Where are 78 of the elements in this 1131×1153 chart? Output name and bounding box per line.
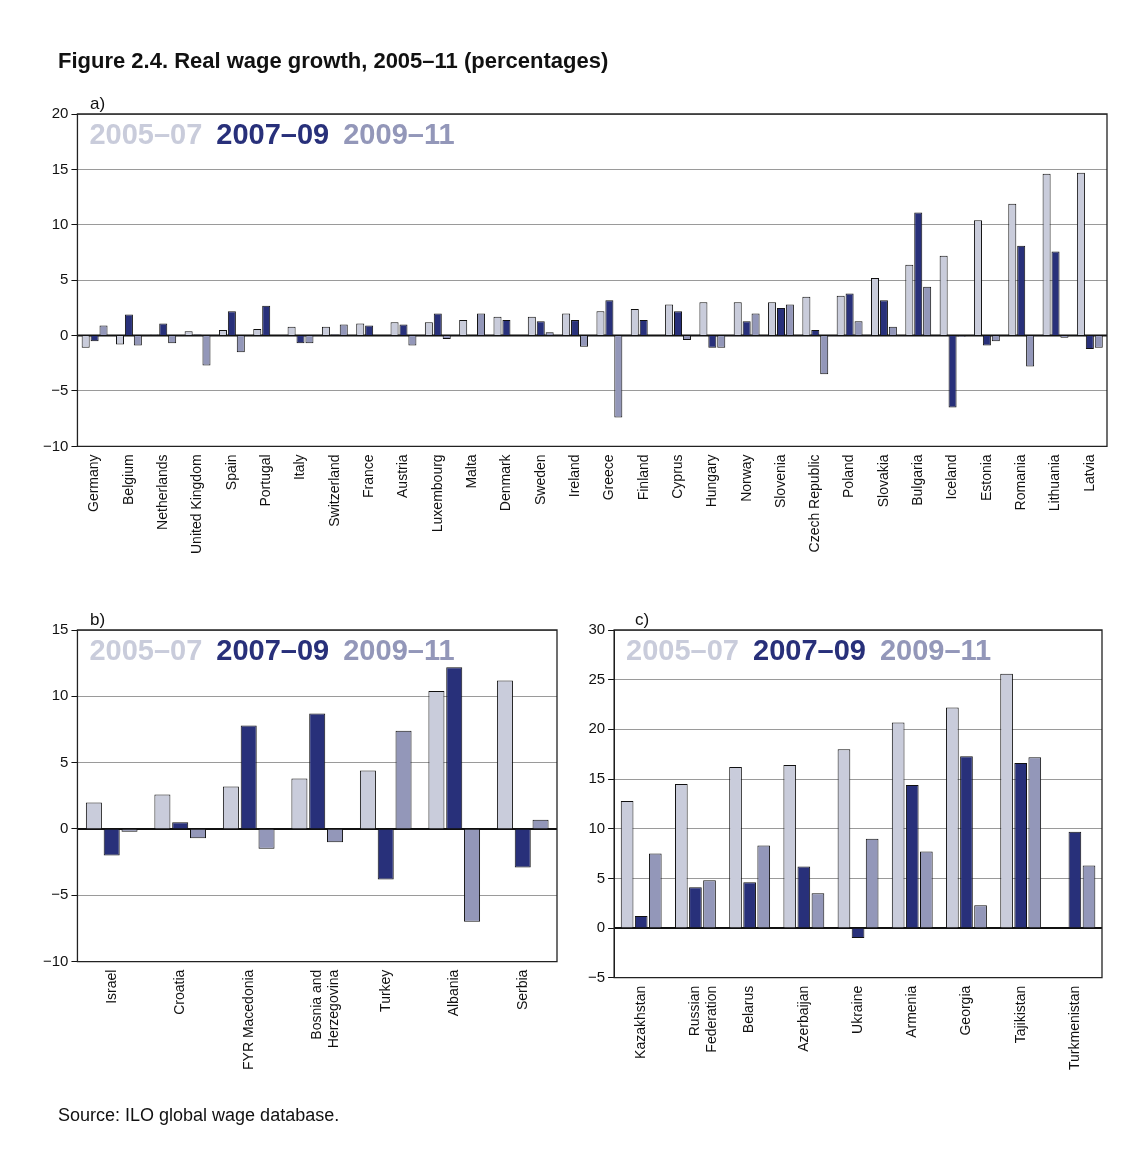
y-tick-label: 0 <box>60 819 69 837</box>
x-tick-label: Georgia <box>957 985 974 1036</box>
x-tick-label: Israel <box>102 969 119 1004</box>
y-tick-label: 5 <box>596 868 606 886</box>
text: 2007–09 <box>216 118 330 150</box>
x-tick-label: Portugal <box>257 454 274 507</box>
x-tick-label: Armenia <box>903 985 920 1038</box>
x-tick-label: Albania <box>445 969 462 1017</box>
x-tick-label: Estonia <box>977 454 994 502</box>
y-tick-label: 10 <box>588 818 606 836</box>
x-tick-label: Austria <box>394 454 411 498</box>
chart-subtitle: b) <box>90 610 106 630</box>
x-tick-label: Poland <box>840 454 857 498</box>
x-tick-label: Germany <box>85 454 102 512</box>
x-tick-label: Switzerland <box>325 454 342 527</box>
x-tick-label: Tajikistan <box>1011 985 1028 1044</box>
y-tick-label: −10 <box>42 436 69 454</box>
y-tick-label: 5 <box>60 270 69 288</box>
y-tick-label: 25 <box>588 669 606 687</box>
text: 2009–11 <box>343 634 455 666</box>
x-tick-label: Lithuania <box>1046 454 1063 512</box>
x-tick-label: Croatia <box>171 969 188 1015</box>
x-tick-label: Ukraine <box>848 985 865 1034</box>
y-tick-label: 15 <box>51 620 69 638</box>
x-tick-label: Hungary <box>703 454 720 508</box>
y-tick-label: 15 <box>588 769 606 787</box>
x-tick-label: Iceland <box>943 454 960 500</box>
text: 2009–11 <box>343 118 455 150</box>
x-tick-label: Greece <box>600 454 617 501</box>
chart-subtitle: a) <box>90 94 106 114</box>
y-tick-label: 10 <box>51 214 69 232</box>
x-tick-label: Netherlands <box>154 454 171 530</box>
source-note: Source: ILO global wage database. <box>58 1105 340 1126</box>
x-tick-label: Italy <box>291 454 308 481</box>
x-tick-label: France <box>360 454 377 498</box>
x-tick-label: Slovakia <box>874 454 891 508</box>
x-tick-label: Kazakhstan <box>632 985 649 1059</box>
y-tick-label: 20 <box>51 104 69 122</box>
y-tick-label: 30 <box>588 620 606 638</box>
x-tick-label: Denmark <box>497 453 514 512</box>
y-tick-label: 15 <box>51 159 69 177</box>
x-tick-label: Ireland <box>565 454 582 498</box>
x-tick-label: Romania <box>1012 454 1029 511</box>
text: 2007–09 <box>753 634 866 666</box>
y-tick-label: −5 <box>51 381 69 399</box>
x-tick-label: Latvia <box>1080 454 1097 492</box>
y-tick-label: 0 <box>60 325 69 343</box>
x-tick-label: Slovenia <box>771 454 788 509</box>
y-tick-label: −10 <box>42 951 69 969</box>
series-label: 2007–09 <box>216 634 330 666</box>
x-tick-label: Sweden <box>531 454 548 505</box>
y-tick-label: 10 <box>51 686 69 704</box>
x-tick-label: Belarus <box>740 985 757 1034</box>
y-tick-label: 5 <box>60 752 69 770</box>
x-tick-label: Turkmenistan <box>1065 985 1082 1071</box>
x-tick-label: Norway <box>737 454 754 502</box>
x-tick-label: Luxembourg <box>428 454 445 533</box>
x-tick-label: Cyprus <box>668 454 685 499</box>
x-tick-label: United Kingdom <box>188 454 205 555</box>
x-tick-label: Czech Republic <box>806 454 823 553</box>
y-tick-label: 0 <box>596 918 606 936</box>
x-tick-label: Serbia <box>513 969 530 1011</box>
x-tick-label: Malta <box>462 454 479 489</box>
chart-subtitle: c) <box>635 610 650 630</box>
text: 2009–11 <box>879 634 992 666</box>
x-tick-label: Bulgaria <box>909 454 926 506</box>
y-tick-label: −5 <box>51 885 69 903</box>
x-tick-label: Azerbaijan <box>794 985 811 1052</box>
y-tick-label: 20 <box>588 719 606 737</box>
x-tick-label: Belgium <box>119 454 136 505</box>
chart-title: Figure 2.4. Real wage growth, 2005–11 (percentages) <box>58 48 609 74</box>
y-tick-label: −5 <box>587 967 606 985</box>
x-tick-label: Spain <box>222 454 239 491</box>
x-tick-label: FYR Macedonia <box>239 969 256 1071</box>
x-tick-label: Turkey <box>376 969 393 1012</box>
x-tick-label: Bosnia and Herzegovina <box>308 969 341 1049</box>
x-tick-label: Russian Federation <box>686 985 720 1053</box>
x-tick-label: Finland <box>634 454 651 501</box>
